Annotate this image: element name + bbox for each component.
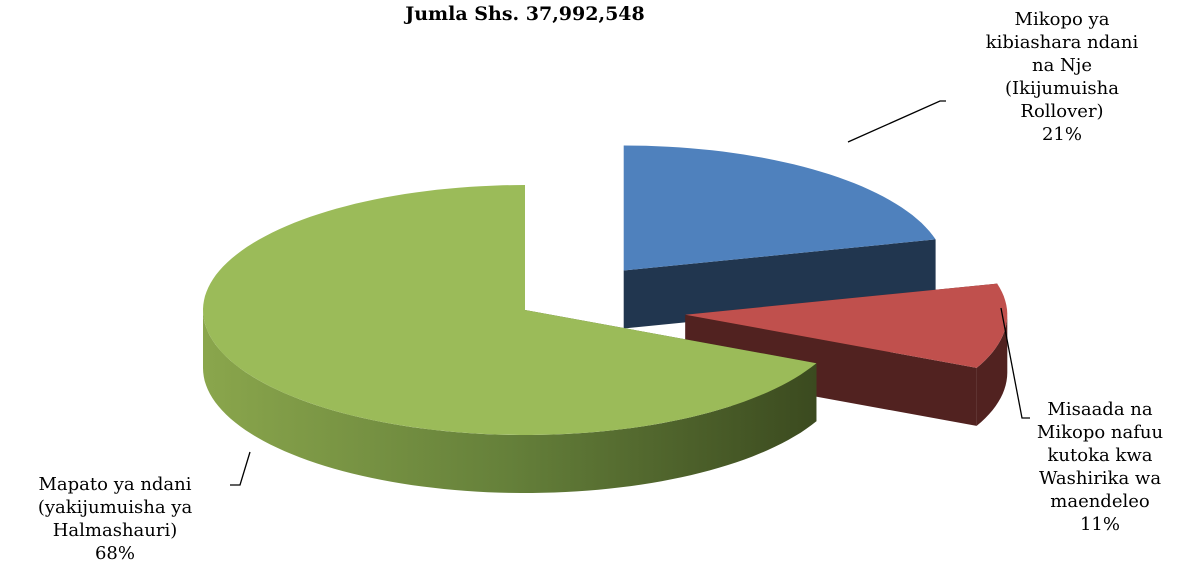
- slice-wall: [203, 310, 817, 493]
- slice-label: Mapato ya ndani: [38, 474, 191, 495]
- slice-label: kibiashara ndani: [986, 32, 1139, 53]
- slice-label: (Ikijumuisha: [1005, 78, 1119, 99]
- slice: [203, 185, 817, 493]
- slice-label: na Nje: [1032, 55, 1092, 76]
- chart-title: Jumla Shs. 37,992,548: [403, 3, 645, 25]
- slice-label: Mikopo nafuu: [1037, 422, 1163, 443]
- slice-label: Halmashauri): [53, 520, 178, 541]
- slice-label: kutoka kwa: [1048, 445, 1153, 466]
- value-label: 11%: [1080, 514, 1120, 535]
- slice-label: Rollover): [1020, 101, 1103, 122]
- pie: [203, 145, 1008, 493]
- value-label: 21%: [1042, 124, 1082, 145]
- leader-line: [847, 100, 946, 143]
- slice-label: Misaada na: [1047, 399, 1152, 420]
- slice-side: [685, 314, 977, 426]
- slice-label: Mikopo ya: [1015, 9, 1110, 30]
- slice-top: [623, 145, 936, 271]
- slice-side: [623, 239, 936, 329]
- slice-label: maendeleo: [1050, 491, 1149, 512]
- slice-label: (yakijumuisha ya: [38, 497, 193, 518]
- leader-line: [230, 451, 251, 486]
- slice: [685, 283, 1008, 426]
- slice-wall: [976, 314, 1008, 426]
- slice: [623, 145, 936, 329]
- slice-label: Washirika wa: [1039, 468, 1161, 489]
- value-label: 68%: [95, 543, 135, 564]
- slice-top: [685, 283, 1008, 368]
- leader-line: [1000, 307, 1030, 419]
- slice-top: [203, 185, 817, 435]
